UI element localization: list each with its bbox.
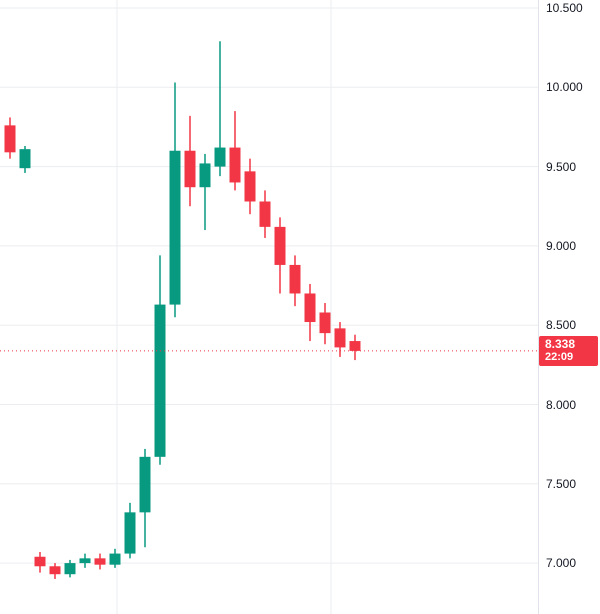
candle-body xyxy=(229,147,241,183)
y-axis-label: 9.500 xyxy=(546,159,577,174)
candle-body xyxy=(289,264,301,294)
candle-body xyxy=(274,226,286,265)
candle-body xyxy=(259,201,271,227)
candle-body xyxy=(124,512,136,554)
candle-body xyxy=(349,341,361,351)
candle-body xyxy=(304,293,316,323)
y-axis-label: 10.000 xyxy=(546,80,583,95)
candle-body xyxy=(34,556,46,567)
current-price: 8.338 xyxy=(545,337,576,352)
candle-body xyxy=(184,150,196,188)
y-axis-label: 7.500 xyxy=(546,476,577,491)
price-axis[interactable]: 10.500 10.000 9.500 9.000 8.500 8.000 7.500 7.0… xyxy=(538,0,600,614)
y-axis-label: 8.000 xyxy=(546,397,577,412)
y-axis-label: 10.500 xyxy=(546,1,583,15)
y-axis-label: 8.500 xyxy=(546,318,577,333)
current-price-badge: 8.338 22:09 xyxy=(539,335,598,366)
countdown-timer: 22:09 xyxy=(545,351,574,364)
candle-body xyxy=(214,147,226,167)
candle-body xyxy=(244,171,256,202)
candle-body xyxy=(94,558,106,565)
candle-body xyxy=(4,125,16,153)
candle-body xyxy=(19,149,31,169)
candle-body xyxy=(64,563,76,575)
candle-body xyxy=(334,328,346,348)
candle-body xyxy=(169,150,181,305)
candle-body xyxy=(139,456,151,513)
candlestick-chart-canvas[interactable] xyxy=(0,0,538,614)
y-axis-label: 9.000 xyxy=(546,238,577,253)
candle-body xyxy=(79,558,91,564)
candle-body xyxy=(49,566,61,575)
y-axis-label: 7.000 xyxy=(546,556,577,571)
candle-body xyxy=(109,553,121,565)
candle-body xyxy=(199,163,211,188)
candle-body xyxy=(154,304,166,457)
candle-body xyxy=(319,312,331,334)
